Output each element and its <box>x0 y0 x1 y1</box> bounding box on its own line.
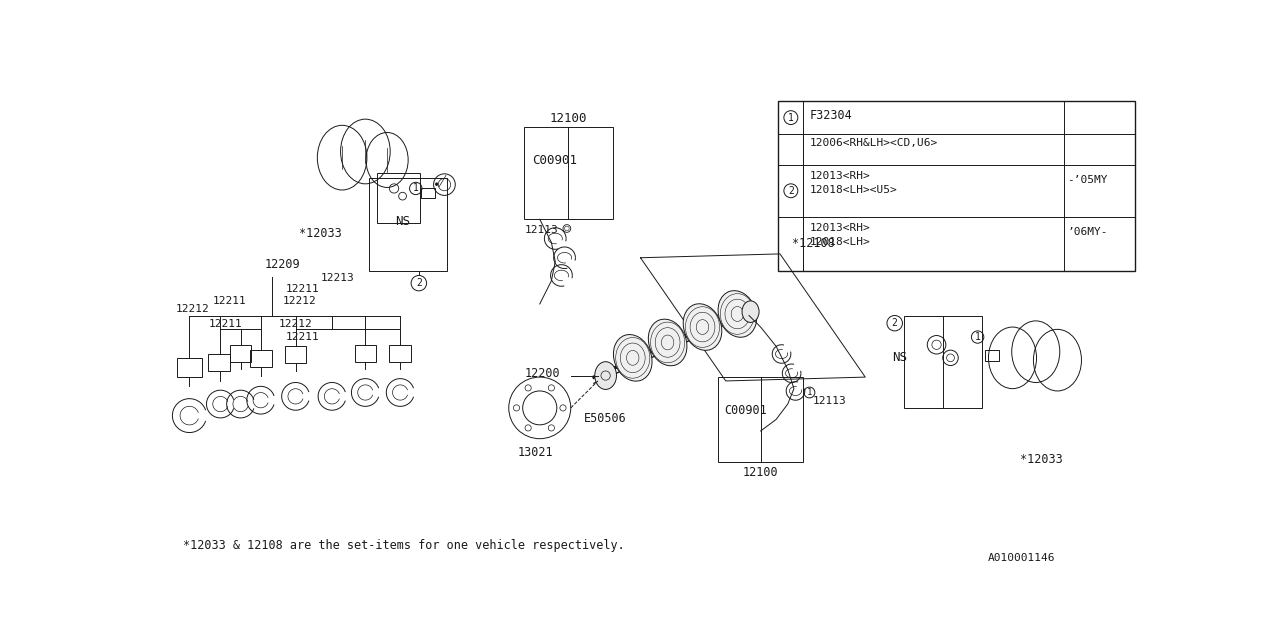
Text: *12033: *12033 <box>300 227 342 240</box>
Ellipse shape <box>684 304 722 350</box>
Bar <box>284 346 306 364</box>
Text: 12100: 12100 <box>742 466 778 479</box>
Bar <box>209 354 229 371</box>
Text: 2: 2 <box>892 318 897 328</box>
Text: 12211: 12211 <box>285 284 319 294</box>
Text: 2: 2 <box>788 186 794 196</box>
Text: 12006<RH&LH><CD,U6>: 12006<RH&LH><CD,U6> <box>809 138 938 148</box>
Bar <box>250 350 271 367</box>
Text: 12018<LH>: 12018<LH> <box>809 237 870 247</box>
Text: F32304: F32304 <box>809 109 852 122</box>
Bar <box>229 345 251 362</box>
Text: 12113: 12113 <box>525 225 558 236</box>
Text: C00901: C00901 <box>532 154 577 167</box>
Text: *12108: *12108 <box>791 237 835 250</box>
Ellipse shape <box>718 291 756 337</box>
Text: 1: 1 <box>974 332 980 342</box>
Text: 12211: 12211 <box>209 319 243 330</box>
Ellipse shape <box>613 335 652 381</box>
Bar <box>525 127 613 220</box>
Text: 12013<RH>: 12013<RH> <box>809 223 870 233</box>
Text: 12113: 12113 <box>813 396 846 406</box>
Text: 13021: 13021 <box>518 447 554 460</box>
Bar <box>369 179 447 271</box>
Text: A010001146: A010001146 <box>988 553 1055 563</box>
Bar <box>389 345 411 362</box>
Bar <box>778 101 1135 271</box>
Text: C00901: C00901 <box>724 404 767 417</box>
Text: -’05MY: -’05MY <box>1068 175 1108 185</box>
Text: 1: 1 <box>806 388 812 397</box>
Text: E50506: E50506 <box>584 412 627 425</box>
Bar <box>718 377 804 462</box>
Text: NS: NS <box>892 351 908 364</box>
Text: *12033 & 12108 are the set-items for one vehicle respectively.: *12033 & 12108 are the set-items for one… <box>183 539 625 552</box>
Text: 12212: 12212 <box>175 304 209 314</box>
Text: 12100: 12100 <box>549 111 588 125</box>
Bar <box>904 316 982 408</box>
Ellipse shape <box>648 319 687 365</box>
Text: 1: 1 <box>413 184 419 193</box>
Text: 12212: 12212 <box>279 319 312 330</box>
Text: 12213: 12213 <box>321 273 355 283</box>
Text: 12209: 12209 <box>265 258 301 271</box>
Text: 12200: 12200 <box>525 367 559 380</box>
Bar <box>421 188 435 198</box>
Text: *12033: *12033 <box>1020 452 1062 465</box>
Text: ●: ● <box>435 182 438 187</box>
Text: NS: NS <box>394 216 410 228</box>
Text: 12018<LH><U5>: 12018<LH><U5> <box>809 184 897 195</box>
Ellipse shape <box>742 301 759 323</box>
Text: 12212: 12212 <box>283 296 316 307</box>
Text: 2: 2 <box>416 278 422 288</box>
Text: 12211: 12211 <box>212 296 247 307</box>
Ellipse shape <box>595 362 617 389</box>
Bar <box>378 173 420 223</box>
Text: ’06MY-: ’06MY- <box>1068 227 1108 237</box>
Bar <box>986 350 1000 361</box>
Text: 12211: 12211 <box>285 332 319 342</box>
Bar <box>177 358 202 377</box>
Text: 12013<RH>: 12013<RH> <box>809 171 870 180</box>
Text: 1: 1 <box>788 113 794 123</box>
Bar <box>355 345 376 362</box>
